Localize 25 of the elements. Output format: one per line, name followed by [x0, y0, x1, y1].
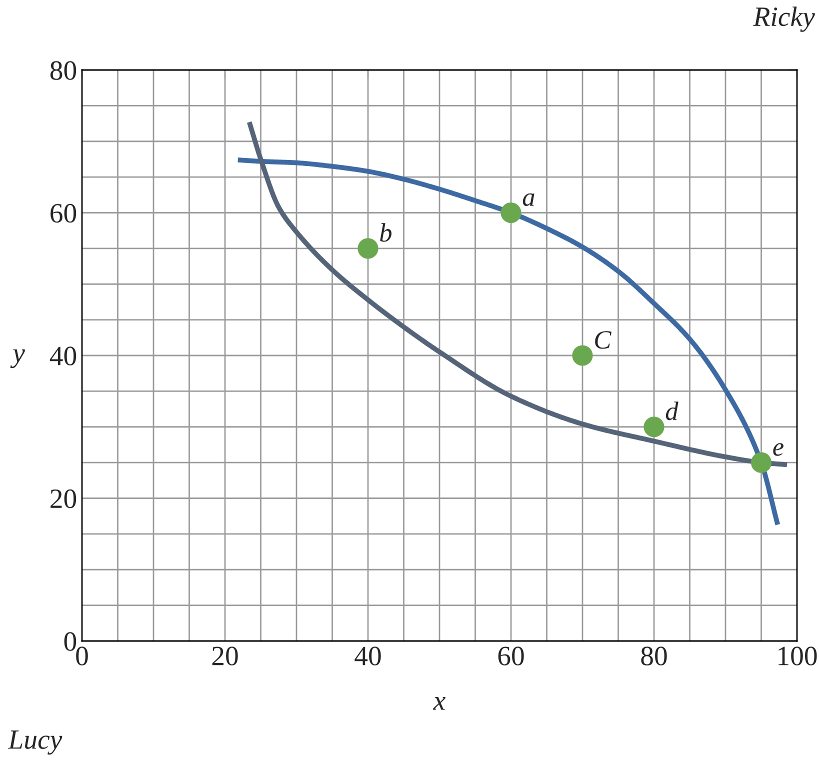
y-tick-label: 60 [50, 204, 76, 223]
point [358, 238, 378, 259]
text: Lucy [8, 730, 62, 755]
data-label: d [666, 402, 678, 420]
text: Ricky [753, 6, 815, 32]
x-tick-label: 60 [498, 646, 524, 666]
y-tick-label: 0 [64, 632, 76, 651]
x-tick-label: 100 [778, 646, 817, 666]
data-label: a [522, 193, 534, 206]
x-tick-label: 20 [212, 646, 238, 666]
data-label: b [380, 223, 392, 242]
y-tick-label: 20 [50, 489, 76, 508]
x-tick-label: 0 [76, 646, 88, 666]
data-label: C [595, 331, 612, 349]
point [500, 202, 522, 224]
x-tick-label: 80 [641, 646, 667, 666]
y-tick-label: 80 [50, 61, 76, 80]
y-axis-title: y [10, 349, 25, 368]
y-tick-label: 40 [50, 346, 76, 366]
point [572, 345, 593, 366]
point [644, 416, 664, 438]
x-axis-title: x [432, 697, 446, 710]
data-label: e [773, 443, 784, 456]
x-tick-label: 40 [354, 646, 381, 666]
point [750, 452, 772, 473]
